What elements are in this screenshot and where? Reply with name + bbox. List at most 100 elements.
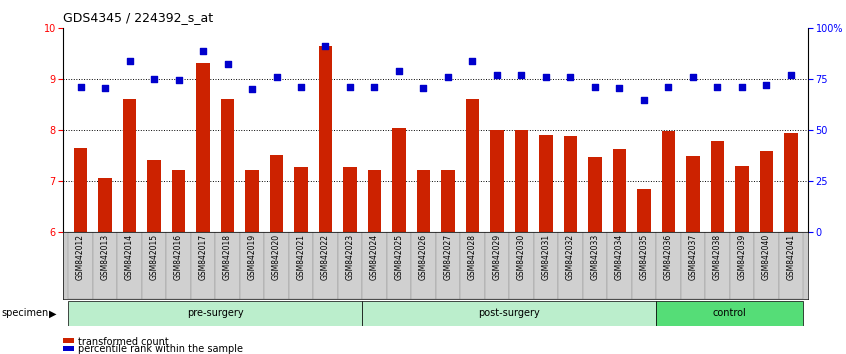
Bar	[735, 166, 749, 232]
Bar	[760, 152, 773, 232]
Bar	[442, 170, 454, 232]
Text: GSM842027: GSM842027	[443, 234, 453, 280]
Point	[393, 68, 406, 73]
Bar	[270, 155, 283, 232]
Bar	[778, 232, 803, 299]
Point	[539, 74, 552, 80]
Bar	[465, 98, 479, 232]
Point	[784, 72, 798, 78]
Bar	[245, 170, 259, 232]
Text: GSM842013: GSM842013	[101, 234, 110, 280]
Point	[294, 84, 308, 90]
Point	[343, 84, 357, 90]
Bar	[558, 232, 583, 299]
Text: GSM842019: GSM842019	[248, 234, 256, 280]
Point	[613, 86, 626, 91]
Bar	[583, 232, 607, 299]
Text: ▶: ▶	[49, 308, 57, 318]
Text: GSM842039: GSM842039	[738, 234, 746, 280]
Text: GSM842012: GSM842012	[76, 234, 85, 280]
Text: GSM842031: GSM842031	[541, 234, 551, 280]
Bar	[215, 232, 239, 299]
Bar	[118, 232, 142, 299]
Bar	[417, 170, 430, 232]
Bar	[563, 136, 577, 232]
Point	[270, 74, 283, 80]
Bar	[288, 232, 313, 299]
Bar	[123, 98, 136, 232]
Point	[686, 74, 700, 80]
Text: GSM842020: GSM842020	[272, 234, 281, 280]
Bar	[754, 232, 778, 299]
Point	[760, 82, 773, 88]
Text: GSM842022: GSM842022	[321, 234, 330, 280]
Bar	[490, 130, 503, 232]
Point	[368, 84, 382, 90]
Point	[74, 84, 87, 90]
Point	[441, 74, 454, 80]
Bar	[93, 232, 118, 299]
Bar	[74, 148, 87, 232]
Point	[490, 72, 503, 78]
Text: GSM842029: GSM842029	[492, 234, 502, 280]
Text: GSM842023: GSM842023	[345, 234, 354, 280]
Bar	[264, 232, 288, 299]
Text: post-surgery: post-surgery	[478, 308, 540, 318]
Bar	[534, 232, 558, 299]
Text: GSM842016: GSM842016	[174, 234, 183, 280]
Text: GSM842030: GSM842030	[517, 234, 526, 280]
Point	[662, 84, 675, 90]
Bar	[411, 232, 436, 299]
Point	[147, 76, 161, 82]
Bar	[436, 232, 460, 299]
Point	[711, 84, 724, 90]
Bar	[588, 156, 602, 232]
Text: pre-surgery: pre-surgery	[187, 308, 244, 318]
Bar	[147, 160, 161, 232]
Bar	[69, 232, 93, 299]
Text: GSM842026: GSM842026	[419, 234, 428, 280]
Text: GSM842032: GSM842032	[566, 234, 575, 280]
Point	[417, 86, 431, 91]
Bar	[656, 232, 680, 299]
Point	[221, 61, 234, 67]
Bar	[656, 301, 803, 326]
Text: GSM842028: GSM842028	[468, 234, 477, 280]
Bar	[338, 232, 362, 299]
Bar	[509, 232, 534, 299]
Text: GSM842041: GSM842041	[786, 234, 795, 280]
Text: GSM842025: GSM842025	[394, 234, 404, 280]
Text: GSM842017: GSM842017	[199, 234, 207, 280]
Text: GSM842040: GSM842040	[761, 234, 771, 280]
Bar	[729, 232, 754, 299]
Bar	[172, 170, 185, 232]
Bar	[319, 46, 332, 232]
Bar	[613, 149, 626, 232]
Point	[123, 58, 136, 64]
Point	[172, 78, 185, 83]
Bar	[662, 131, 675, 232]
Text: GSM842035: GSM842035	[640, 234, 648, 280]
Text: percentile rank within the sample: percentile rank within the sample	[78, 344, 243, 354]
Text: GSM842015: GSM842015	[150, 234, 158, 280]
Bar	[637, 189, 651, 232]
Text: GSM842036: GSM842036	[664, 234, 673, 280]
Point	[514, 72, 528, 78]
Point	[588, 84, 602, 90]
Bar	[142, 232, 167, 299]
Point	[98, 86, 112, 91]
Text: specimen: specimen	[2, 308, 49, 318]
Bar	[196, 63, 210, 232]
Bar	[362, 301, 656, 326]
Text: GSM842033: GSM842033	[591, 234, 599, 280]
Point	[245, 86, 259, 92]
Bar	[607, 232, 632, 299]
Bar	[539, 135, 552, 232]
Text: transformed count: transformed count	[78, 337, 168, 347]
Bar	[485, 232, 509, 299]
Bar	[239, 232, 264, 299]
Text: control: control	[712, 308, 746, 318]
Bar	[686, 155, 700, 232]
Point	[465, 58, 479, 64]
Text: GSM842024: GSM842024	[370, 234, 379, 280]
